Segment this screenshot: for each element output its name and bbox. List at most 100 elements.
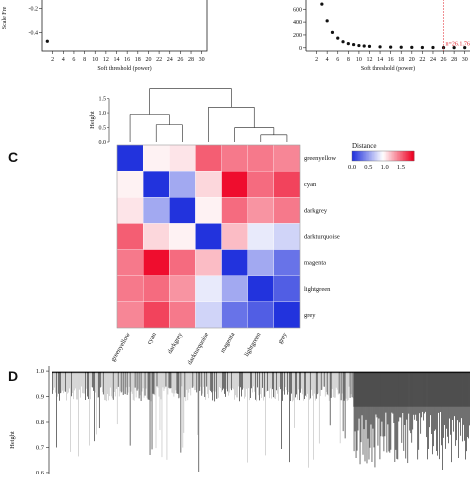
x-tick-label: 20 (409, 57, 415, 63)
heatmap-cell (117, 145, 143, 171)
data-point (400, 46, 403, 49)
heatmap-cell (117, 197, 143, 223)
x-tick-label: 18 (135, 57, 141, 63)
row-label: cyan (304, 181, 317, 188)
heatmap-cell (222, 223, 248, 249)
y-tick-label: 0 (299, 46, 302, 52)
heatmap-cell (195, 223, 221, 249)
legend-tick-label: 1.5 (397, 164, 405, 171)
x-tick-label: 24 (167, 57, 173, 63)
heatmap-cell (169, 223, 195, 249)
y-tick-label: -0.2 (29, 6, 39, 12)
heatmap-cell (222, 197, 248, 223)
x-tick-label: 12 (103, 57, 109, 63)
x-tick-label: 14 (377, 57, 383, 63)
heatmap-cell (222, 302, 248, 328)
heatmap-cell (117, 223, 143, 249)
x-tick-label: 14 (114, 57, 120, 63)
x-tick-label: 24 (430, 57, 436, 63)
heatmap-cell (169, 250, 195, 276)
heatmap-cell (143, 171, 169, 197)
x-tick-label: 8 (83, 57, 86, 63)
data-point (431, 46, 434, 49)
heatmap-cell (222, 276, 248, 302)
y-tick-label: 0.9 (36, 394, 44, 401)
y-tick-label: 1.0 (36, 368, 44, 375)
x-tick-label: 28 (188, 57, 194, 63)
x-tick-label: 28 (451, 57, 457, 63)
x-tick-label: 6 (72, 57, 75, 63)
data-point (410, 46, 413, 49)
data-point (320, 3, 323, 6)
heatmap-cell (169, 171, 195, 197)
panel-letter-d: D (8, 368, 18, 384)
heatmap-cell (169, 276, 195, 302)
data-point (331, 31, 334, 34)
heatmap-cell (117, 250, 143, 276)
heatmap-cell (195, 171, 221, 197)
x-tick-label: 10 (356, 57, 362, 63)
heatmap-cell (248, 223, 274, 249)
legend-tick-label: 0.0 (348, 164, 356, 171)
y-tick-label: -0.4 (29, 31, 39, 37)
data-point (368, 45, 371, 48)
dendrogram-tick-label: 0.0 (99, 140, 107, 146)
heatmap-cell (222, 145, 248, 171)
x-tick-label: 8 (347, 57, 350, 63)
x-tick-label: 30 (199, 57, 205, 63)
heatmap-cell (169, 197, 195, 223)
heatmap-cell (143, 250, 169, 276)
x-tick-label: 20 (145, 57, 151, 63)
x-tick-label: 30 (462, 57, 468, 63)
heatmap-cell (117, 302, 143, 328)
legend-tick-label: 1.0 (381, 164, 389, 171)
row-label: darkturquoise (304, 234, 340, 241)
column-label: magenta (219, 331, 236, 354)
x-tick-label: 10 (92, 57, 98, 63)
heatmap-cell (274, 302, 300, 328)
column-label: grey (277, 331, 289, 345)
heatmap-cell (143, 197, 169, 223)
heatmap-cell (143, 223, 169, 249)
column-label: darkgrey (166, 331, 184, 355)
heatmap-cell (274, 250, 300, 276)
data-point (347, 42, 350, 45)
dendrogram-tick-label: 1.0 (99, 111, 107, 117)
heatmap-cell (222, 250, 248, 276)
data-point (378, 45, 381, 48)
panel-c-module-heatmap: greenyellow cyan darkgrey darkturquoise mage… (89, 88, 414, 366)
y-tick-label: 400 (293, 20, 302, 26)
x-axis-label: Soft threshold (power) (97, 65, 151, 72)
x-axis-label: Soft threshold (power) (361, 65, 415, 72)
column-label: lightgreen (243, 331, 263, 358)
y-tick-label: 600 (293, 7, 302, 13)
highlight-label: n=26.1.76 (446, 41, 470, 47)
heatmap-cell (248, 197, 274, 223)
heatmap-cell (274, 171, 300, 197)
row-label: darkgrey (304, 207, 328, 214)
y-axis-label: Scale Fre (2, 6, 8, 29)
y-tick-label: 0.6 (36, 470, 45, 474)
heatmap-cell (169, 302, 195, 328)
heatmap-cell (274, 276, 300, 302)
data-point (357, 44, 360, 47)
heatmap-cell (169, 145, 195, 171)
data-point (363, 44, 366, 47)
y-tick-label: 200 (293, 33, 302, 39)
data-point (389, 46, 392, 49)
column-label: greenyellow (110, 331, 132, 363)
heatmap-cell (195, 197, 221, 223)
heatmap-cell (248, 145, 274, 171)
heatmap-cell (143, 276, 169, 302)
heatmap-cell (117, 171, 143, 197)
dense-cluster-block (353, 372, 470, 406)
x-tick-label: 12 (366, 57, 372, 63)
heatmap-cell (274, 197, 300, 223)
x-tick-label: 18 (398, 57, 404, 63)
data-point (336, 37, 339, 40)
data-point (46, 40, 49, 43)
heatmap-cell (248, 250, 274, 276)
x-tick-label: 22 (156, 57, 162, 63)
